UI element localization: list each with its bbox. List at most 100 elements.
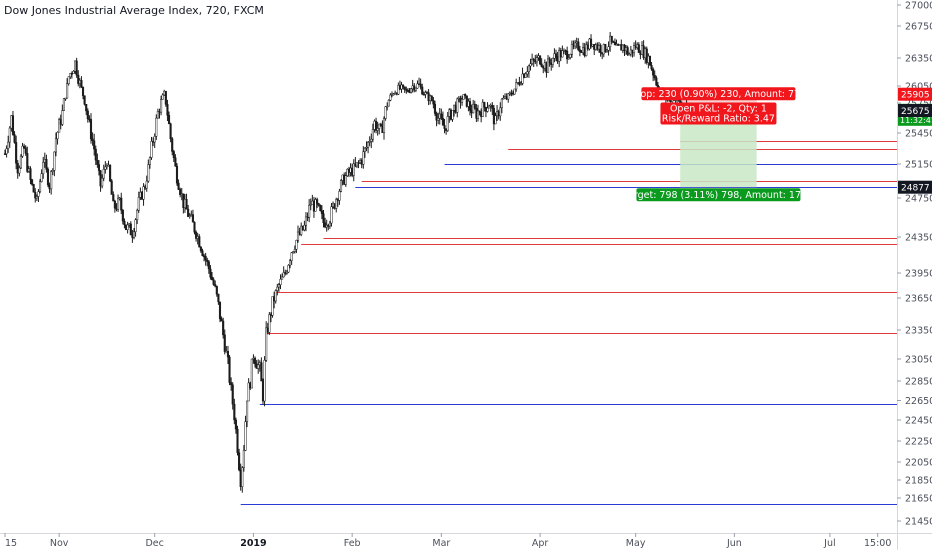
- candle-body: [488, 105, 491, 109]
- candle-body: [527, 65, 530, 72]
- candle-body: [607, 46, 610, 51]
- candle-body: [440, 113, 443, 119]
- candle-body: [161, 94, 164, 100]
- candle-body: [456, 98, 459, 113]
- candle-body: [494, 115, 497, 125]
- candle-body: [277, 284, 280, 288]
- x-tick-label: 15: [5, 538, 17, 549]
- candle-body: [19, 155, 22, 169]
- price-badge: [898, 87, 932, 101]
- candle-body: [199, 246, 202, 252]
- candle-body: [97, 164, 101, 171]
- candle-body: [271, 296, 274, 316]
- candle-body: [567, 57, 570, 60]
- candle-body: [472, 103, 475, 114]
- candle-body: [419, 83, 422, 88]
- candle-body: [263, 359, 266, 402]
- candle-body: [228, 356, 231, 383]
- candle-body: [526, 71, 529, 75]
- candle-body: [300, 225, 303, 235]
- candle-body: [209, 268, 212, 278]
- candle-body: [42, 162, 45, 174]
- candle-body: [198, 236, 201, 248]
- candle-body: [67, 76, 70, 84]
- candle-body: [64, 97, 67, 100]
- candle-body: [653, 74, 656, 79]
- candle-body: [648, 55, 652, 66]
- candle-body: [569, 54, 572, 58]
- candle-body: [403, 86, 406, 90]
- candle-body: [628, 53, 631, 56]
- candle-body: [155, 117, 158, 137]
- candle-body: [500, 98, 503, 109]
- candle-body: [253, 357, 257, 365]
- candle-body: [50, 171, 53, 190]
- candle-body: [491, 105, 494, 109]
- candle-body: [62, 98, 65, 111]
- stop-label: Stop: 230 (0.90%) 230, Amount: 770: [631, 89, 806, 100]
- candle-body: [217, 293, 220, 303]
- candle-body: [386, 105, 389, 108]
- candle-body: [645, 48, 648, 63]
- candle-body: [499, 107, 502, 117]
- candle-body: [410, 88, 413, 93]
- candle-body: [13, 134, 16, 143]
- candle-body: [540, 63, 543, 67]
- x-tick-label: Mar: [432, 538, 450, 549]
- candle-body: [274, 290, 277, 302]
- candle-body: [486, 107, 489, 112]
- candle-body: [319, 205, 322, 211]
- candle-body: [387, 100, 390, 107]
- candle-body: [402, 84, 405, 87]
- candle-body: [147, 164, 150, 182]
- candle-body: [77, 74, 80, 84]
- candle-body: [175, 165, 179, 184]
- candle-body: [292, 251, 295, 253]
- candle-body: [406, 89, 409, 92]
- candle-body: [293, 248, 296, 252]
- candle-body: [187, 208, 190, 217]
- candle-body: [416, 83, 419, 89]
- candle-body: [397, 85, 400, 95]
- candle-body: [210, 276, 214, 280]
- candle-body: [61, 110, 64, 125]
- candle-body: [652, 68, 655, 76]
- price-badge: [898, 104, 932, 117]
- price-badge-sub: 11:32:41: [900, 116, 932, 125]
- candle-body: [370, 138, 373, 142]
- candle-body: [220, 318, 223, 322]
- candle-body: [446, 116, 449, 131]
- candle-body: [5, 148, 8, 155]
- candle-body: [11, 115, 15, 135]
- candle-body: [109, 164, 112, 182]
- candle-body: [384, 106, 387, 119]
- candle-body: [94, 148, 97, 161]
- candle-body: [188, 215, 191, 217]
- candle-body: [18, 167, 21, 174]
- candle-body: [400, 84, 403, 90]
- candle-body: [510, 92, 513, 95]
- candle-body: [561, 50, 564, 58]
- price-badge-text: 25675: [901, 107, 930, 117]
- x-tick-label: Jul: [823, 538, 835, 549]
- candle-body: [164, 90, 167, 105]
- candle-body: [421, 86, 424, 95]
- candle-body: [574, 42, 577, 47]
- candle-body: [535, 57, 538, 63]
- candle-body: [320, 210, 323, 214]
- candle-body: [91, 138, 94, 142]
- candle-body: [389, 94, 392, 101]
- candle-body: [379, 123, 382, 127]
- price-badge-text: 24877: [901, 184, 930, 194]
- chart-title: Dow Jones Industrial Average Index, 720,…: [4, 4, 264, 17]
- candle-body: [375, 120, 378, 131]
- y-tick-label: 23650: [905, 294, 932, 305]
- candle-body: [577, 41, 580, 50]
- candle-body: [460, 99, 464, 103]
- candle-body: [156, 111, 159, 119]
- y-tick-label: 23050: [905, 355, 932, 366]
- candle-body: [72, 71, 75, 74]
- candle-body: [21, 145, 24, 157]
